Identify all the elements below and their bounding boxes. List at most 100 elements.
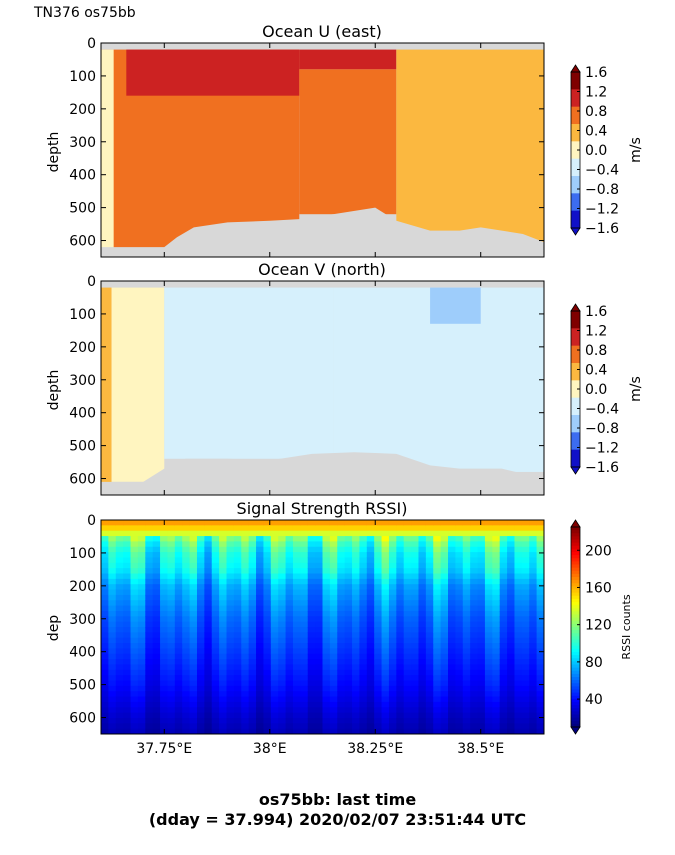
rssi-cell [167, 680, 176, 687]
rssi-cell [484, 701, 493, 708]
rssi-cell [130, 717, 139, 724]
rssi-cell [403, 664, 412, 671]
rssi-cell [337, 562, 346, 569]
rssi-cell [499, 632, 508, 639]
rssi-cell [174, 520, 183, 526]
rssi-cell [366, 578, 375, 585]
rssi-cell [492, 696, 501, 703]
rssi-cell [130, 659, 139, 666]
rssi-cell [137, 610, 146, 617]
rssi-cell [507, 648, 516, 655]
rssi-cell [137, 712, 146, 719]
rssi-cell [536, 600, 544, 607]
rssi-cell [248, 520, 257, 526]
rssi-cell [521, 632, 530, 639]
rssi-cell [344, 594, 353, 601]
rssi-cell [300, 610, 309, 617]
rssi-cell [211, 546, 220, 553]
rssi-cell [211, 723, 220, 730]
rssi-cell [366, 562, 375, 569]
rssi-cell [403, 696, 412, 703]
rssi-cell [174, 568, 183, 575]
colorbar-segment [571, 714, 580, 719]
rssi-cell [189, 680, 198, 687]
colorbar-segment [571, 683, 580, 687]
rssi-cell [536, 653, 544, 660]
rssi-cell [211, 680, 220, 687]
colorbar-segment [571, 602, 580, 606]
rssi-cell [536, 691, 544, 698]
rssi-cell [381, 584, 390, 591]
rssi-cell [256, 525, 265, 532]
rssi-cell [108, 568, 117, 575]
rssi-cell [433, 696, 442, 703]
rssi-cell [256, 643, 265, 649]
rssi-cell [448, 696, 456, 703]
rssi-cell [440, 707, 449, 714]
rssi-cell [300, 594, 309, 601]
rssi-cell [182, 707, 191, 714]
rssi-cell [219, 696, 228, 703]
rssi-cell [145, 691, 154, 698]
rssi-cell [182, 546, 191, 553]
rssi-cell [278, 680, 287, 687]
rssi-cell [115, 605, 124, 612]
rssi-cell [499, 691, 508, 698]
rssi-cell [514, 594, 523, 601]
rssi-cell [403, 557, 412, 564]
rssi-cell [514, 669, 523, 676]
rssi-cell [462, 701, 471, 708]
rssi-cell [322, 568, 331, 575]
rssi-cell [226, 627, 235, 633]
rssi-cell [344, 610, 353, 617]
rssi-cell [256, 723, 265, 730]
velocity-region [164, 287, 334, 459]
colorbar-segment [571, 689, 580, 694]
rssi-cell [440, 589, 449, 596]
rssi-cell [226, 610, 235, 617]
rssi-cell [137, 616, 146, 623]
rssi-cell [160, 717, 169, 724]
rssi-cell [455, 578, 464, 585]
rssi-cell [167, 568, 176, 575]
rssi-cell [211, 616, 220, 623]
rssi-cell [137, 632, 146, 639]
rssi-cell [411, 600, 420, 607]
rssi-cell [388, 589, 397, 596]
rssi-cell [123, 557, 132, 564]
rssi-cell [115, 600, 124, 607]
rssi-cell [123, 594, 132, 601]
rssi-cell [374, 578, 383, 585]
rssi-cell [256, 520, 265, 526]
rssi-cell [115, 701, 124, 708]
rssi-cell [470, 637, 479, 644]
rssi-cell [433, 605, 442, 612]
rssi-cell [352, 701, 361, 708]
rssi-cell [167, 707, 176, 714]
rssi-cell [108, 573, 117, 580]
rssi-cell [388, 685, 397, 692]
rssi-cell [233, 691, 242, 698]
y-tick-label: 300 [69, 612, 96, 628]
rssi-cell [115, 659, 124, 666]
rssi-cell [492, 546, 501, 553]
rssi-cell [329, 648, 338, 655]
rssi-cell [403, 616, 412, 623]
rssi-cell [300, 680, 309, 687]
rssi-cell [344, 616, 353, 623]
rssi-cell [499, 520, 508, 526]
rssi-cell [433, 578, 442, 585]
rssi-cell [462, 675, 471, 682]
rssi-cell [137, 664, 146, 671]
rssi-cell [278, 627, 287, 633]
rssi-cell [256, 707, 265, 714]
rssi-cell [425, 728, 434, 734]
rssi-cell [174, 659, 183, 666]
rssi-cell [329, 546, 338, 553]
rssi-cell [292, 627, 301, 633]
rssi-cell [160, 594, 169, 601]
rssi-cell [241, 653, 250, 660]
rssi-cell [233, 707, 242, 714]
rssi-cell [123, 530, 132, 537]
rssi-cell [403, 621, 412, 628]
